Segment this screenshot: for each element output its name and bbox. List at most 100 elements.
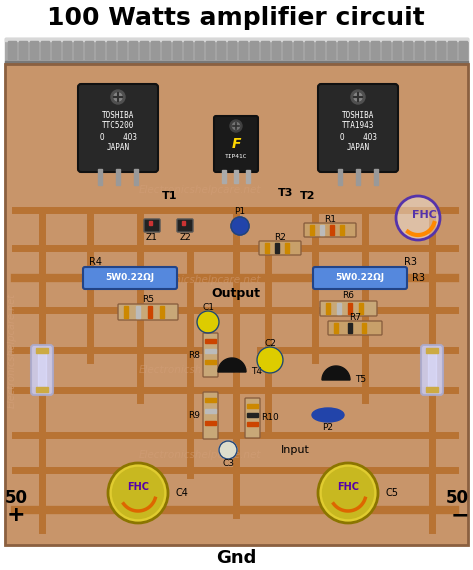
Text: Electronicshelpcare.net: Electronicshelpcare.net	[139, 365, 261, 375]
Circle shape	[318, 463, 378, 523]
Bar	[195, 41, 203, 59]
Text: Z2: Z2	[179, 233, 191, 242]
Text: 50: 50	[5, 489, 27, 507]
Bar	[41, 41, 49, 59]
Bar	[393, 41, 401, 59]
Text: C4: C4	[175, 488, 188, 498]
Text: R9: R9	[188, 410, 200, 420]
Bar	[362, 323, 366, 333]
Bar	[330, 225, 334, 235]
Text: R8: R8	[188, 351, 200, 360]
FancyBboxPatch shape	[31, 345, 53, 395]
Bar	[173, 41, 181, 59]
Text: JAPAN: JAPAN	[106, 144, 130, 153]
Bar	[356, 169, 360, 185]
Text: 5W0.22ΩJ: 5W0.22ΩJ	[335, 274, 385, 283]
Bar	[5, 64, 468, 545]
Circle shape	[230, 120, 242, 132]
Bar	[338, 169, 342, 185]
Circle shape	[323, 467, 374, 519]
Bar	[459, 41, 467, 59]
Text: TTC5200: TTC5200	[102, 121, 134, 131]
Bar	[149, 221, 152, 225]
Bar	[310, 225, 314, 235]
FancyBboxPatch shape	[203, 333, 218, 377]
Bar	[217, 41, 225, 59]
Bar	[349, 41, 357, 59]
FancyBboxPatch shape	[177, 219, 193, 232]
Bar	[404, 41, 412, 59]
Bar	[320, 225, 324, 235]
Bar	[348, 303, 352, 314]
Text: +: +	[7, 505, 26, 525]
Text: R6: R6	[342, 291, 354, 300]
Bar	[326, 303, 330, 314]
Text: R10: R10	[261, 413, 279, 422]
Bar	[74, 41, 82, 59]
Text: 5W0.22ΩJ: 5W0.22ΩJ	[105, 274, 155, 283]
FancyBboxPatch shape	[259, 241, 301, 255]
Bar	[246, 170, 250, 183]
Bar	[228, 41, 236, 59]
Bar	[250, 41, 258, 59]
Text: O    4O3: O 4O3	[99, 132, 137, 141]
Bar	[38, 352, 46, 388]
Text: P1: P1	[235, 207, 245, 217]
Bar	[5, 64, 468, 545]
Text: T4: T4	[251, 368, 262, 377]
Text: T3: T3	[278, 188, 294, 198]
Bar	[96, 41, 104, 59]
Text: C2: C2	[264, 339, 276, 348]
Bar	[275, 243, 279, 253]
Bar	[206, 41, 214, 59]
Bar	[428, 352, 436, 388]
Bar	[134, 169, 138, 185]
Circle shape	[351, 90, 365, 104]
Text: O    4O3: O 4O3	[340, 132, 377, 141]
Ellipse shape	[312, 408, 344, 422]
Bar	[305, 41, 313, 59]
Text: R5: R5	[142, 295, 154, 304]
Text: R3: R3	[412, 273, 424, 283]
Text: Electronicshelpcare.net: Electronicshelpcare.net	[139, 450, 261, 460]
Circle shape	[197, 311, 219, 333]
Bar	[247, 404, 258, 408]
Bar	[382, 41, 390, 59]
Text: Output: Output	[211, 287, 261, 299]
FancyBboxPatch shape	[421, 345, 443, 395]
Bar	[205, 421, 216, 425]
Polygon shape	[322, 366, 350, 380]
Bar	[184, 41, 192, 59]
Text: R7: R7	[349, 312, 361, 321]
Text: TOSHIBA: TOSHIBA	[342, 111, 374, 120]
Bar	[5, 38, 468, 41]
Circle shape	[257, 347, 283, 373]
Bar	[426, 387, 438, 392]
FancyBboxPatch shape	[83, 267, 177, 289]
Text: FHC: FHC	[127, 482, 149, 492]
Bar	[36, 348, 48, 353]
Circle shape	[114, 93, 122, 101]
Bar	[247, 413, 258, 417]
Bar	[160, 306, 164, 318]
Bar	[182, 221, 185, 225]
Bar	[116, 169, 120, 185]
Bar	[285, 243, 289, 253]
Bar	[205, 398, 216, 402]
Bar	[5, 61, 468, 64]
Circle shape	[108, 463, 168, 523]
Bar	[205, 409, 216, 413]
Bar	[52, 41, 60, 59]
Bar	[360, 41, 368, 59]
Text: TTA1943: TTA1943	[342, 121, 374, 131]
Text: R4: R4	[88, 257, 102, 267]
Text: C3: C3	[222, 459, 234, 469]
Text: Z1: Z1	[146, 233, 158, 242]
Bar	[205, 360, 216, 364]
Bar	[151, 41, 159, 59]
Circle shape	[231, 217, 249, 235]
Bar	[337, 303, 341, 314]
Bar	[118, 41, 126, 59]
Text: 50: 50	[446, 489, 468, 507]
Bar	[63, 41, 71, 59]
